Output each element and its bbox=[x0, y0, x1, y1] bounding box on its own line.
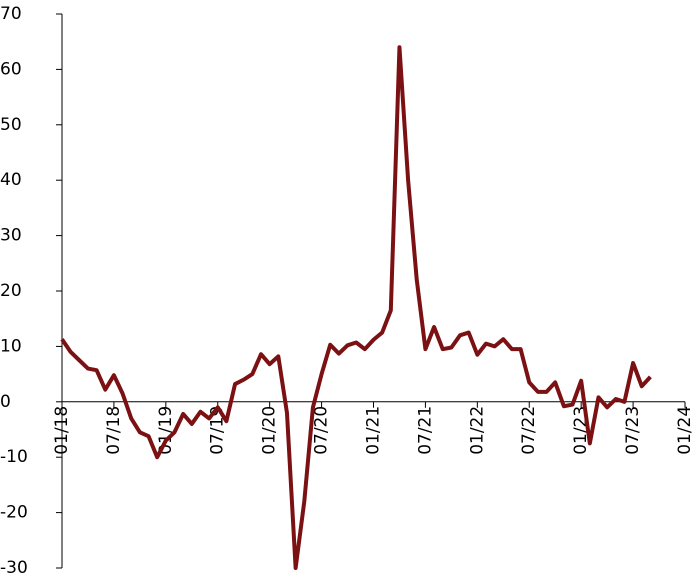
line bbox=[60, 45, 652, 570]
x-tick-label: 07/22 bbox=[519, 406, 539, 455]
x-tick-label: 07/21 bbox=[415, 406, 435, 455]
x-tick-label: 01/19 bbox=[156, 406, 176, 455]
y-tick-label: 50 bbox=[0, 115, 22, 135]
x-tick-label: 01/24 bbox=[675, 406, 695, 455]
x-tick-label: 07/20 bbox=[312, 406, 332, 455]
y-tick-label: 60 bbox=[0, 59, 22, 79]
x-tick-label: 01/22 bbox=[467, 406, 487, 455]
x-tick-label: 01/21 bbox=[364, 406, 384, 455]
y-tick-label: 10 bbox=[0, 336, 22, 356]
x-tick-label: 01/20 bbox=[260, 406, 280, 455]
x-tick-label: 07/18 bbox=[104, 406, 124, 455]
y-tick-label: 30 bbox=[0, 226, 22, 246]
y-tick-label: -30 bbox=[0, 558, 28, 578]
y-tick-label: 70 bbox=[0, 4, 22, 24]
y-tick-label: -20 bbox=[0, 503, 28, 523]
y-tick-label: -10 bbox=[0, 447, 28, 467]
y-tick-label: 20 bbox=[0, 281, 22, 301]
y-tick-label: 0 bbox=[0, 392, 11, 412]
x-tick-label: 07/23 bbox=[623, 406, 643, 455]
x-tick-label: 01/18 bbox=[52, 406, 72, 455]
y-tick-label: 40 bbox=[0, 170, 22, 190]
